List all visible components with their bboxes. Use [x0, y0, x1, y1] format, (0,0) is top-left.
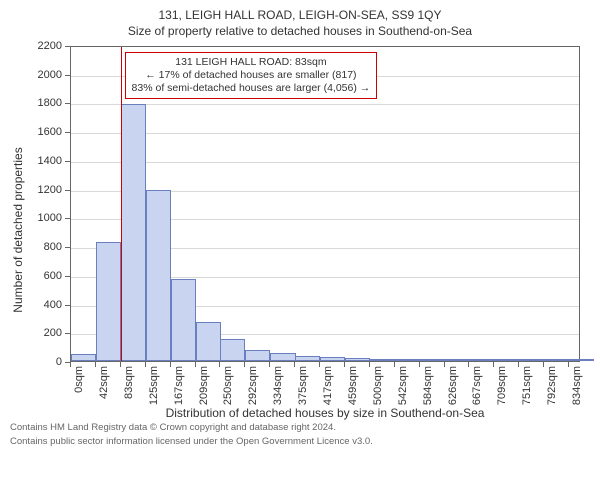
annotation-line: 83% of semi-detached houses are larger (… [132, 82, 371, 95]
xtick-label: 375sqm [297, 366, 309, 405]
xtick-label: 417sqm [322, 366, 334, 405]
xtick-label: 334sqm [272, 366, 284, 405]
footnote-line-2: Contains public sector information licen… [10, 436, 590, 448]
plot-area: 131 LEIGH HALL ROAD: 83sqm← 17% of detac… [70, 46, 580, 362]
xtick-mark [120, 362, 121, 367]
xtick-label: 250sqm [222, 366, 234, 405]
xtick-mark [294, 362, 295, 367]
xtick-label: 834sqm [571, 366, 583, 405]
xtick-label: 83sqm [123, 366, 135, 399]
ytick-label: 2200 [10, 40, 62, 52]
xtick-label: 584sqm [422, 366, 434, 405]
xtick-mark [444, 362, 445, 367]
histogram-bar [270, 353, 295, 361]
ytick-label: 600 [10, 270, 62, 282]
histogram-bar [171, 279, 196, 361]
footnote-line-1: Contains HM Land Registry data © Crown c… [10, 422, 590, 434]
annotation-box: 131 LEIGH HALL ROAD: 83sqm← 17% of detac… [125, 52, 378, 99]
xtick-mark [219, 362, 220, 367]
ytick-label: 2000 [10, 69, 62, 81]
histogram-bar [395, 359, 420, 361]
chart-subtitle: Size of property relative to detached ho… [10, 24, 590, 38]
xtick-label: 709sqm [496, 366, 508, 405]
xtick-label: 125sqm [148, 366, 160, 405]
histogram-bar [370, 359, 395, 361]
gridline [71, 162, 579, 163]
xtick-mark [95, 362, 96, 367]
page-title: 131, LEIGH HALL ROAD, LEIGH-ON-SEA, SS9 … [10, 8, 590, 22]
xtick-label: 626sqm [447, 366, 459, 405]
xtick-mark [568, 362, 569, 367]
annotation-line: 131 LEIGH HALL ROAD: 83sqm [132, 56, 371, 69]
chart-container: 131, LEIGH HALL ROAD, LEIGH-ON-SEA, SS9 … [0, 0, 600, 500]
gridline [71, 104, 579, 105]
ytick-label: 200 [10, 327, 62, 339]
xtick-label: 459sqm [347, 366, 359, 405]
xtick-mark [369, 362, 370, 367]
xtick-label: 542sqm [397, 366, 409, 405]
xtick-label: 792sqm [546, 366, 558, 405]
xtick-label: 167sqm [173, 366, 185, 405]
histogram-bar [445, 359, 470, 361]
histogram-bar [544, 359, 569, 361]
histogram-bar [121, 104, 146, 361]
histogram-bar [96, 242, 121, 361]
histogram-bar [494, 359, 519, 361]
xtick-mark [195, 362, 196, 367]
xtick-mark [244, 362, 245, 367]
xtick-mark [419, 362, 420, 367]
annotation-line: ← 17% of detached houses are smaller (81… [132, 69, 371, 82]
xtick-mark [493, 362, 494, 367]
ytick-label: 1400 [10, 155, 62, 167]
xtick-mark [543, 362, 544, 367]
ytick-label: 1000 [10, 212, 62, 224]
ytick-label: 400 [10, 299, 62, 311]
xtick-label: 209sqm [198, 366, 210, 405]
xtick-label: 292sqm [247, 366, 259, 405]
xtick-mark [70, 362, 71, 367]
xtick-mark [468, 362, 469, 367]
histogram-bar [420, 359, 445, 361]
histogram-bar [196, 322, 221, 361]
xtick-mark [344, 362, 345, 367]
xtick-label: 667sqm [471, 366, 483, 405]
x-axis-label: Distribution of detached houses by size … [70, 406, 580, 420]
histogram-bar [345, 358, 370, 361]
ytick-label: 1800 [10, 97, 62, 109]
histogram-bar [245, 350, 270, 361]
xtick-mark [145, 362, 146, 367]
histogram-bar [146, 190, 171, 361]
xtick-label: 0sqm [73, 366, 85, 393]
ytick-label: 0 [10, 356, 62, 368]
histogram-bar [569, 359, 594, 361]
xtick-mark [518, 362, 519, 367]
histogram-bar [519, 359, 544, 361]
gridline [71, 133, 579, 134]
y-axis-label: Number of detached properties [11, 65, 25, 230]
xtick-mark [269, 362, 270, 367]
ytick-label: 1200 [10, 184, 62, 196]
ytick-label: 800 [10, 241, 62, 253]
property-marker-line [121, 47, 122, 361]
ytick-label: 1600 [10, 126, 62, 138]
xtick-mark [170, 362, 171, 367]
xtick-label: 500sqm [372, 366, 384, 405]
histogram-bar [469, 359, 494, 361]
xtick-label: 751sqm [521, 366, 533, 405]
histogram-bar [220, 339, 245, 361]
xtick-label: 42sqm [98, 366, 110, 399]
xtick-mark [319, 362, 320, 367]
chart-wrap: Number of detached properties 0 200 400 600… [10, 40, 590, 420]
histogram-bar [295, 356, 320, 361]
histogram-bar [71, 354, 96, 361]
histogram-bar [320, 357, 345, 361]
xtick-mark [394, 362, 395, 367]
